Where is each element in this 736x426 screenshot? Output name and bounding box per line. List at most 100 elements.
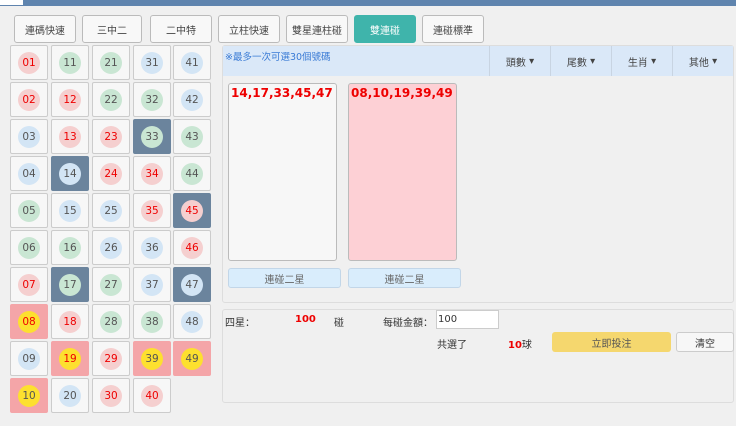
tab-5[interactable]: 雙星連柱碰 [286,15,348,43]
number-cell-24[interactable]: 24 [92,156,130,191]
ball: 02 [18,88,40,111]
ball: 19 [59,347,81,370]
number-cell-42[interactable]: 42 [173,82,211,117]
number-cell-07[interactable]: 07 [10,267,48,302]
number-cell-03[interactable]: 03 [10,119,48,154]
group2-box[interactable]: 08,10,19,39,49 [348,83,457,261]
ball: 16 [59,236,81,259]
number-cell-34[interactable]: 34 [133,156,171,191]
number-cell-46[interactable]: 46 [173,230,211,265]
number-cell-41[interactable]: 41 [173,45,211,80]
number-cell-39[interactable]: 39 [133,341,171,376]
number-cell-23[interactable]: 23 [92,119,130,154]
dropdown-tail[interactable]: 尾數 ▾ [550,46,611,76]
number-cell-27[interactable]: 27 [92,267,130,302]
bet-panel: 四星： 100 碰 每碰金額： 100 共選了 10球 立即投注 清空 [222,309,734,403]
number-cell-26[interactable]: 26 [92,230,130,265]
ball: 10 [18,384,40,407]
number-cell-17[interactable]: 17 [51,267,89,302]
number-cell-19[interactable]: 19 [51,341,89,376]
number-cell-35[interactable]: 35 [133,193,171,228]
ball: 08 [18,310,40,333]
number-cell-15[interactable]: 15 [51,193,89,228]
group2-type-button[interactable]: 連碰二星 [348,268,461,288]
tab-7[interactable]: 連碰標準 [422,15,484,43]
submit-bet-button[interactable]: 立即投注 [552,332,671,352]
dropdown-head[interactable]: 頭數 ▾ [489,46,550,76]
caret-down-icon: ▾ [590,55,596,67]
tab-4[interactable]: 立柱快速 [218,15,280,43]
ball: 34 [141,162,163,185]
number-cell-22[interactable]: 22 [92,82,130,117]
tab-2[interactable]: 三中二 [82,15,142,43]
selected-count: 10 [508,340,522,351]
ball: 01 [18,51,40,74]
number-cell-18[interactable]: 18 [51,304,89,339]
number-cell-16[interactable]: 16 [51,230,89,265]
ball: 36 [141,236,163,259]
ball: 14 [59,162,81,185]
number-cell-13[interactable]: 13 [51,119,89,154]
number-cell-21[interactable]: 21 [92,45,130,80]
number-cell-47[interactable]: 47 [173,267,211,302]
number-cell-01[interactable]: 01 [10,45,48,80]
ball: 09 [18,347,40,370]
top-tab[interactable] [0,0,23,5]
number-cell-20[interactable]: 20 [51,378,89,413]
tab-3[interactable]: 二中特 [150,15,212,43]
tab-6[interactable]: 雙連碰 [354,15,416,43]
ball: 33 [141,125,163,148]
number-cell-09[interactable]: 09 [10,341,48,376]
number-cell-33[interactable]: 33 [133,119,171,154]
amount-input[interactable]: 100 [436,310,499,329]
ball: 18 [59,310,81,333]
number-cell-05[interactable]: 05 [10,193,48,228]
number-cell-49[interactable]: 49 [173,341,211,376]
ball: 21 [100,51,122,74]
ball: 23 [100,125,122,148]
number-cell-40[interactable]: 40 [133,378,171,413]
number-cell-30[interactable]: 30 [92,378,130,413]
selection-panel: ※最多一次可選30個號碼 頭數 ▾ 尾數 ▾ 生肖 ▾ 其他 ▾ 14,17,3… [222,45,734,303]
number-cell-48[interactable]: 48 [173,304,211,339]
caret-down-icon: ▾ [529,55,535,67]
ball: 48 [181,310,203,333]
number-cell-32[interactable]: 32 [133,82,171,117]
number-cell-45[interactable]: 45 [173,193,211,228]
dropdown-other[interactable]: 其他 ▾ [672,46,733,76]
ball: 03 [18,125,40,148]
number-cell-29[interactable]: 29 [92,341,130,376]
number-cell-14[interactable]: 14 [51,156,89,191]
number-cell-10[interactable]: 10 [10,378,48,413]
tab-1[interactable]: 連碼快速 [14,15,76,43]
number-cell-04[interactable]: 04 [10,156,48,191]
ball: 26 [100,236,122,259]
number-cell-36[interactable]: 36 [133,230,171,265]
number-cell-11[interactable]: 11 [51,45,89,80]
number-cell-06[interactable]: 06 [10,230,48,265]
ball: 04 [18,162,40,185]
number-cell-25[interactable]: 25 [92,193,130,228]
group1-type-button[interactable]: 連碰二星 [228,268,341,288]
number-cell-44[interactable]: 44 [173,156,211,191]
number-cell-38[interactable]: 38 [133,304,171,339]
caret-down-icon: ▾ [651,55,657,67]
ball: 31 [141,51,163,74]
number-cell-43[interactable]: 43 [173,119,211,154]
number-cell-02[interactable]: 02 [10,82,48,117]
number-cell-31[interactable]: 31 [133,45,171,80]
number-cell-08[interactable]: 08 [10,304,48,339]
group1-box[interactable]: 14,17,33,45,47 [228,83,337,261]
caret-down-icon: ▾ [712,55,718,67]
ball: 38 [141,310,163,333]
number-cell-12[interactable]: 12 [51,82,89,117]
number-cell-28[interactable]: 28 [92,304,130,339]
clear-button[interactable]: 清空 [676,332,734,352]
ball: 07 [18,273,40,296]
ball: 43 [181,125,203,148]
number-cell-37[interactable]: 37 [133,267,171,302]
dropdown-label: 尾數 [566,57,587,69]
dropdown-zodiac[interactable]: 生肖 ▾ [611,46,672,76]
selected-label: 共選了 [437,340,467,351]
ball: 13 [59,125,81,148]
